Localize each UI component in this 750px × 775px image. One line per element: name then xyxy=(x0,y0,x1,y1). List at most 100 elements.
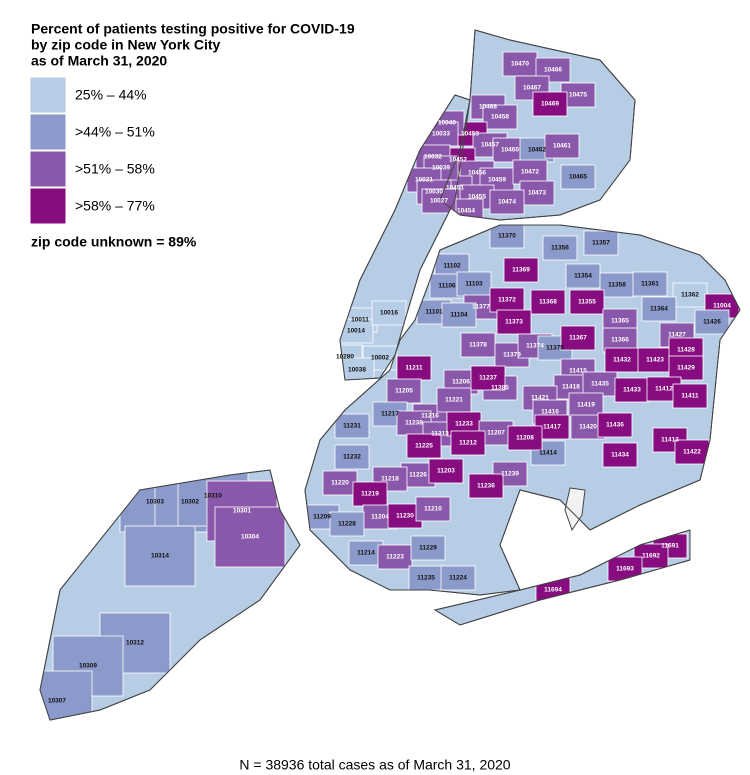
zip-label: 10032 xyxy=(424,154,442,161)
zip-label: 11426 xyxy=(703,319,721,326)
zip-label: 11230 xyxy=(396,513,414,520)
zip-area xyxy=(560,164,596,190)
zip-label: 10002 xyxy=(371,355,389,362)
zip-label: 11206 xyxy=(452,379,470,386)
zip-label: 10470 xyxy=(511,61,529,68)
zip-label: 11224 xyxy=(449,575,467,582)
zip-area xyxy=(348,540,384,566)
footnote: N = 38936 total cases as of March 31, 20… xyxy=(239,757,510,773)
zip-label: 11365 xyxy=(611,318,629,325)
zip-label: 11378 xyxy=(469,342,487,349)
zip-area xyxy=(674,439,710,465)
zip-label: 11377 xyxy=(472,304,490,311)
zip-area xyxy=(614,377,650,403)
zip-label: 10309 xyxy=(79,663,97,670)
zip-label: 10465 xyxy=(569,174,587,181)
zip-label: 11104 xyxy=(450,312,468,319)
zip-label: 11419 xyxy=(577,402,595,409)
zip-label: 11428 xyxy=(677,347,695,354)
zip-label: 10459 xyxy=(488,177,506,184)
zip-area xyxy=(40,670,93,720)
zip-area xyxy=(410,535,446,561)
zip-label: 11101 xyxy=(425,309,443,316)
zip-area xyxy=(530,289,566,315)
zip-area xyxy=(352,481,388,507)
zip-label: 11223 xyxy=(386,554,404,561)
zip-label: 11232 xyxy=(343,454,361,461)
zip-area xyxy=(415,496,451,522)
zip-label: 10458 xyxy=(491,114,509,121)
zip-label: 11231 xyxy=(343,423,361,430)
zip-area xyxy=(329,511,365,537)
zip-area xyxy=(214,506,286,568)
outline xyxy=(433,529,691,626)
zip-label: 10038 xyxy=(348,367,366,374)
zip-label: 10307 xyxy=(48,698,66,705)
zip-area xyxy=(512,159,548,185)
zip-area xyxy=(124,525,196,587)
zip-area xyxy=(544,133,580,159)
zip-label: 11385 xyxy=(491,385,509,392)
zip-area xyxy=(641,296,677,322)
zip-label: 11373 xyxy=(505,319,523,326)
zip-label: 10454 xyxy=(457,208,475,215)
zip-label: 11209 xyxy=(313,514,331,521)
zip-label: 10016 xyxy=(380,310,398,317)
zip-label: 11214 xyxy=(357,550,375,557)
zip-label: 11427 xyxy=(668,332,686,339)
zip-area xyxy=(386,378,422,404)
zip-label: 10469 xyxy=(541,101,559,108)
zip-label: 11434 xyxy=(611,452,629,459)
legend-label: >44% – 51% xyxy=(75,124,155,140)
zip-label: 11364 xyxy=(650,306,668,313)
zip-label: 11358 xyxy=(608,282,626,289)
zip-area xyxy=(637,347,673,373)
zip-label: 11693 xyxy=(616,566,634,573)
outline xyxy=(339,94,471,381)
zip-area xyxy=(632,271,668,297)
zip-label: 11210 xyxy=(424,506,442,513)
outline xyxy=(39,469,301,721)
zip-label: 11204 xyxy=(371,514,389,521)
zip-area xyxy=(428,458,464,484)
title-line: as of March 31, 2020 xyxy=(31,53,167,69)
zip-label: 11420 xyxy=(579,424,597,431)
zip-label: 11208 xyxy=(516,435,534,442)
zip-label: 11218 xyxy=(381,476,399,483)
zip-area xyxy=(468,473,504,499)
zip-label: 11412 xyxy=(655,386,673,393)
zip-area xyxy=(489,189,525,215)
zip-area xyxy=(569,289,605,315)
zip-label: 11235 xyxy=(417,575,435,582)
zip-area xyxy=(503,257,539,283)
zip-label: 11418 xyxy=(562,384,580,391)
zip-area xyxy=(371,300,407,326)
zip-label: 10462 xyxy=(528,147,546,154)
legend-label: >58% – 77% xyxy=(75,198,155,214)
zip-label: 10280 xyxy=(336,354,354,361)
zip-area xyxy=(672,282,708,308)
zip-label: 11411 xyxy=(681,393,699,400)
zip-area xyxy=(507,425,543,451)
zip-label: 11203 xyxy=(437,468,455,475)
legend-swatch xyxy=(29,76,67,114)
zip-area xyxy=(489,287,525,313)
zip-label: 10301 xyxy=(233,508,251,515)
zip-label: 11205 xyxy=(395,388,413,395)
zip-area xyxy=(604,347,640,373)
zip-label: 11212 xyxy=(459,440,477,447)
zip-label: 10031 xyxy=(415,177,433,184)
zip-label: 11432 xyxy=(613,357,631,364)
zip-label: 10466 xyxy=(544,67,562,74)
zip-label: 10039 xyxy=(432,165,450,172)
zip-label: 11236 xyxy=(477,483,495,490)
zip-label: 11225 xyxy=(415,443,433,450)
zip-area xyxy=(668,355,704,381)
legend-label: >51% – 58% xyxy=(75,161,155,177)
zip-label: 11435 xyxy=(591,381,609,388)
zip-area xyxy=(597,412,633,438)
zip-area xyxy=(496,309,532,335)
zip-area xyxy=(456,271,492,297)
zip-label: 11220 xyxy=(331,480,349,487)
zip-area xyxy=(406,433,442,459)
